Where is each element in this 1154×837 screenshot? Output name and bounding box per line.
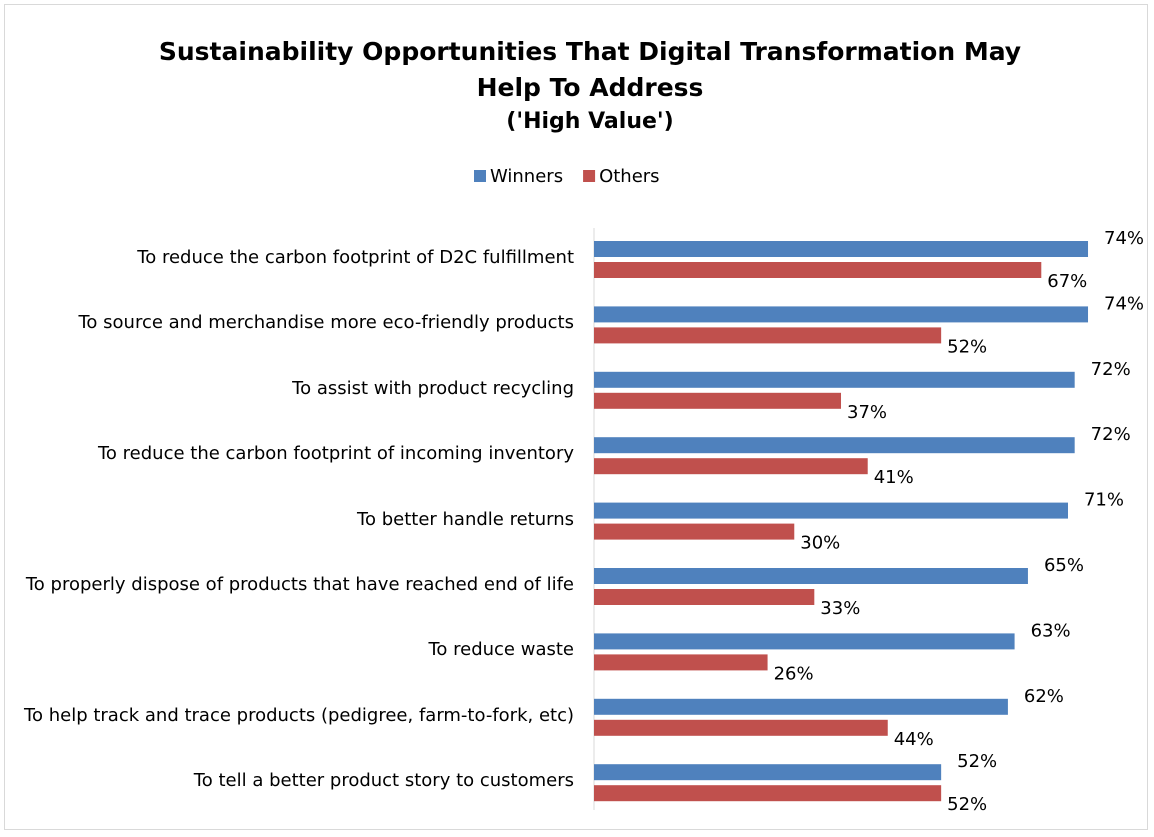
value-label: 63% — [1031, 620, 1071, 641]
category-label: To reduce the carbon footprint of incomi… — [97, 443, 574, 465]
bar — [594, 568, 1028, 584]
bar — [594, 502, 1068, 519]
legend-label: Winners — [490, 166, 563, 187]
category-label: To properly dispose of products that hav… — [25, 574, 574, 595]
value-label: 74% — [1104, 293, 1144, 314]
chart-title: Sustainability Opportunities That Digita… — [158, 37, 1022, 102]
value-label: 65% — [1044, 555, 1084, 576]
category-label: To tell a better product story to custom… — [193, 770, 574, 792]
category-label: To reduce the carbon footprint of D2C fu… — [137, 247, 574, 268]
value-label: 44% — [894, 729, 934, 750]
category-label: To assist with product recycling — [292, 377, 574, 399]
bar — [594, 392, 842, 409]
chart-subtitle: ('High Value') — [506, 109, 674, 134]
bar — [594, 785, 942, 802]
category-label: To reduce waste — [428, 639, 574, 661]
value-label: 72% — [1091, 359, 1131, 380]
bar — [594, 327, 942, 344]
bar — [594, 458, 868, 475]
bar — [594, 371, 1075, 388]
legend-swatch — [474, 170, 486, 182]
category-label: To source and merchandise more eco-frien… — [78, 312, 574, 334]
value-label: 37% — [847, 402, 887, 423]
bar — [594, 764, 942, 781]
value-label: 52% — [947, 336, 987, 357]
bar — [594, 633, 1015, 650]
value-label: 67% — [1047, 271, 1087, 292]
value-label: 26% — [774, 663, 814, 684]
bar — [594, 654, 768, 671]
bar — [594, 262, 1042, 278]
bar — [594, 523, 795, 540]
value-label: 71% — [1084, 490, 1124, 511]
value-label: 41% — [874, 467, 914, 488]
value-label: 30% — [800, 533, 840, 554]
bar — [594, 698, 1008, 715]
legend-swatch — [583, 170, 596, 182]
bar — [594, 241, 1089, 257]
value-label: 62% — [1024, 686, 1064, 707]
bar — [594, 719, 888, 736]
value-label: 74% — [1104, 228, 1144, 249]
category-label: To help track and trace products (pedigr… — [24, 704, 574, 726]
bar — [594, 437, 1075, 454]
legend-label: Others — [599, 166, 660, 187]
value-label: 72% — [1091, 424, 1131, 445]
value-label: 52% — [947, 794, 987, 815]
value-label: 33% — [820, 598, 860, 619]
category-label: To better handle returns — [357, 508, 574, 530]
bar — [594, 306, 1089, 323]
value-label: 52% — [957, 751, 997, 772]
bar — [594, 589, 815, 605]
chart-frame — [4, 4, 1148, 830]
